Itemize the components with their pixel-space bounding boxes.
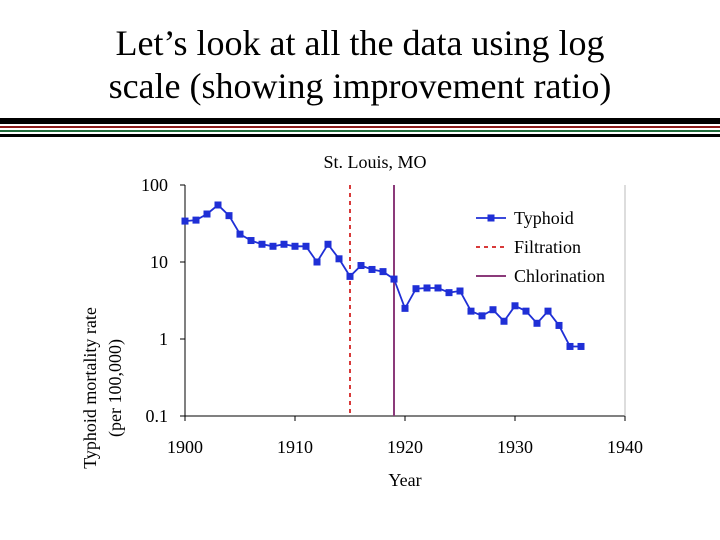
title-divider-rules [0, 118, 720, 137]
divider-rule-dark-top [0, 118, 720, 124]
typhoid-chart: St. Louis, MO Typhoid mortality rate (pe… [80, 152, 643, 490]
typhoid-point [533, 319, 541, 327]
chart-title: St. Louis, MO [323, 152, 426, 172]
y-tick-label: 0.1 [146, 406, 169, 426]
typhoid-point [313, 258, 321, 266]
typhoid-point [258, 240, 266, 248]
typhoid-point [401, 304, 409, 312]
typhoid-point [555, 321, 563, 329]
typhoid-point [434, 284, 442, 292]
typhoid-point [500, 317, 508, 325]
typhoid-point [346, 272, 354, 280]
typhoid-point [192, 216, 200, 224]
divider-rule-green [0, 130, 720, 132]
y-axis-label: Typhoid mortality rate (per 100,000) [80, 307, 126, 469]
slide-title-line-1: Let’s look at all the data using log [115, 23, 605, 63]
typhoid-point [236, 230, 244, 238]
legend-label-chlorination: Chlorination [514, 266, 605, 286]
typhoid-point [577, 342, 585, 350]
y-axis-label-line-2: (per 100,000) [105, 339, 126, 437]
x-tick-label: 1940 [607, 437, 643, 457]
typhoid-point [368, 265, 376, 273]
typhoid-point [181, 217, 189, 225]
typhoid-point [357, 262, 365, 270]
typhoid-point [478, 312, 486, 320]
typhoid-point [412, 285, 420, 293]
typhoid-point [522, 307, 530, 315]
typhoid-point [379, 268, 387, 276]
typhoid-series-points [181, 201, 585, 350]
typhoid-point [214, 201, 222, 209]
slide-title: Let’s look at all the data using log sca… [0, 22, 720, 108]
y-tick-label: 10 [150, 252, 168, 272]
x-tick-label: 1910 [277, 437, 313, 457]
typhoid-point [456, 287, 464, 295]
typhoid-point [467, 307, 475, 315]
typhoid-point [489, 306, 497, 314]
typhoid-point [423, 284, 431, 292]
y-axis-ticks: 0.1 1 10 100 [141, 175, 185, 426]
legend-typhoid-marker [487, 214, 495, 222]
typhoid-point [247, 237, 255, 245]
typhoid-point [511, 302, 519, 310]
typhoid-point [225, 212, 233, 220]
typhoid-point [335, 255, 343, 263]
typhoid-point [324, 240, 332, 248]
typhoid-point [566, 342, 574, 350]
slide-title-line-2: scale (showing improvement ratio) [108, 66, 612, 106]
typhoid-point [445, 289, 453, 297]
event-lines [349, 185, 395, 416]
x-axis-label: Year [388, 470, 421, 490]
x-tick-label: 1900 [167, 437, 203, 457]
legend-label-typhoid: Typhoid [514, 208, 574, 228]
typhoid-point [302, 242, 310, 250]
y-axis-label-line-1: Typhoid mortality rate [80, 307, 100, 469]
divider-rule-dark-bottom [0, 134, 720, 137]
typhoid-point [280, 240, 288, 248]
typhoid-point [203, 210, 211, 218]
typhoid-point [291, 242, 299, 250]
y-tick-label: 1 [159, 329, 168, 349]
chart-legend: Typhoid Filtration Chlorination [476, 208, 605, 286]
typhoid-point [269, 242, 277, 250]
divider-rule-red [0, 126, 720, 128]
x-tick-label: 1930 [497, 437, 533, 457]
legend-label-filtration: Filtration [514, 237, 581, 257]
typhoid-point [544, 307, 552, 315]
typhoid-point [390, 275, 398, 283]
y-tick-label: 100 [141, 175, 168, 195]
x-tick-label: 1920 [387, 437, 423, 457]
x-axis-ticks: 1900 1910 1920 1930 1940 [167, 416, 643, 457]
